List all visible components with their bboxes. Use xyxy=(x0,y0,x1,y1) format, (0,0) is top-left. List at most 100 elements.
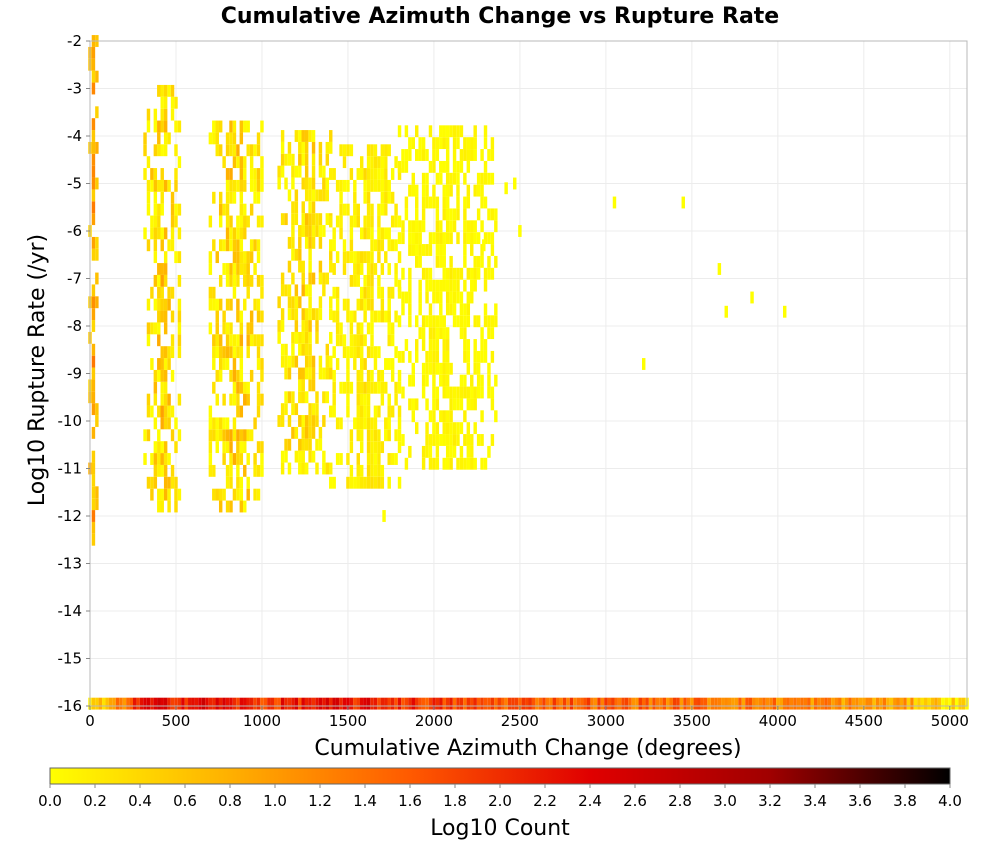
heatmap-cell xyxy=(243,298,247,311)
heatmap-cell xyxy=(373,346,378,359)
heatmap-cell xyxy=(174,215,178,228)
colorbar-tick-label: 1.6 xyxy=(398,792,422,810)
heatmap-cell xyxy=(163,120,168,133)
heatmap-cell xyxy=(246,251,250,264)
heatmap-cell xyxy=(157,429,161,442)
heatmap-cell xyxy=(229,168,233,180)
heatmap-cell xyxy=(301,450,305,463)
heatmap-cell xyxy=(339,417,343,430)
heatmap-cell xyxy=(163,179,168,192)
heatmap-cell xyxy=(456,208,460,221)
heatmap-cell xyxy=(872,697,876,710)
heatmap-cell xyxy=(384,203,388,216)
heatmap-cell xyxy=(246,263,250,275)
heatmap-cell xyxy=(459,445,464,458)
heatmap-cell xyxy=(779,697,784,710)
heatmap-cell xyxy=(291,201,295,214)
heatmap-cell xyxy=(304,367,309,380)
heatmap-cell xyxy=(765,697,770,710)
heatmap-cell xyxy=(153,393,158,406)
heatmap-cell xyxy=(569,697,574,710)
colorbar-tick-label: 2.8 xyxy=(668,792,692,810)
heatmap-cell xyxy=(163,358,168,370)
heatmap-cell xyxy=(215,697,219,710)
heatmap-cell xyxy=(380,191,385,204)
heatmap-cell xyxy=(263,697,268,710)
heatmap-cell xyxy=(239,310,244,323)
heatmap-cell xyxy=(132,697,137,710)
heatmap-cell xyxy=(291,225,295,237)
heatmap-cell xyxy=(222,393,226,406)
heatmap-cell xyxy=(229,191,233,204)
heatmap-cell xyxy=(408,244,412,256)
heatmap-cell xyxy=(335,417,340,430)
heatmap-cell xyxy=(287,697,292,710)
heatmap-cell xyxy=(232,358,237,370)
heatmap-cell xyxy=(387,191,391,204)
heatmap-cell xyxy=(301,426,305,439)
heatmap-cell xyxy=(432,362,436,375)
heatmap-cell xyxy=(339,322,343,335)
heatmap-cell xyxy=(256,405,261,418)
heatmap-cell xyxy=(466,303,471,316)
heatmap-cell xyxy=(304,343,309,356)
heatmap-cell xyxy=(260,168,264,180)
heatmap-cell xyxy=(470,220,474,233)
heatmap-cell xyxy=(772,697,777,710)
heatmap-cell xyxy=(170,203,175,216)
heatmap-cell xyxy=(769,697,773,710)
heatmap-cell xyxy=(366,381,371,394)
heatmap-cell xyxy=(353,203,357,216)
heatmap-cell xyxy=(401,350,405,363)
heatmap-cell xyxy=(442,125,446,138)
heatmap-cell xyxy=(366,441,371,454)
heatmap-cell xyxy=(445,362,450,375)
heatmap-cell xyxy=(425,184,429,197)
heatmap-cell xyxy=(311,201,316,214)
heatmap-cell xyxy=(284,438,288,451)
heatmap-cell xyxy=(170,310,175,323)
heatmap-cell xyxy=(174,417,178,430)
heatmap-cell xyxy=(356,369,360,382)
heatmap-cell xyxy=(225,215,230,228)
heatmap-cell xyxy=(287,284,292,297)
heatmap-cell xyxy=(483,125,488,138)
heatmap-cell xyxy=(315,462,319,475)
heatmap-cell xyxy=(208,322,213,335)
heatmap-cell xyxy=(353,263,357,275)
heatmap-cell xyxy=(445,220,450,233)
heatmap-cell xyxy=(163,132,168,145)
heatmap-cell xyxy=(222,156,226,169)
heatmap-cell xyxy=(432,327,436,340)
heatmap-cell xyxy=(387,334,391,347)
heatmap-cell xyxy=(466,232,471,245)
heatmap-cell xyxy=(329,697,333,710)
heatmap-cell xyxy=(246,215,250,228)
heatmap-cell xyxy=(456,398,460,411)
heatmap-cell xyxy=(318,296,323,309)
heatmap-cell xyxy=(218,144,223,157)
heatmap-cell xyxy=(335,334,340,347)
heatmap-cell xyxy=(425,279,429,292)
heatmap-cell xyxy=(449,220,453,233)
colorbar-tick-label: 0.8 xyxy=(218,792,242,810)
heatmap-cell xyxy=(356,215,360,228)
heatmap-cell xyxy=(404,160,409,173)
heatmap-cell xyxy=(432,386,436,399)
heatmap-cell xyxy=(425,172,429,185)
heatmap-cell xyxy=(394,381,398,394)
y-tick-label: -9 xyxy=(67,365,82,383)
heatmap-cell xyxy=(329,296,333,309)
heatmap-cell xyxy=(167,358,171,370)
heatmap-cell xyxy=(256,144,261,157)
heatmap-cell xyxy=(470,386,474,399)
heatmap-cell xyxy=(470,137,474,150)
heatmap-cell xyxy=(232,381,237,394)
heatmap-cell xyxy=(356,251,360,264)
heatmap-cell xyxy=(445,350,450,363)
heatmap-cell xyxy=(218,417,223,430)
heatmap-cell xyxy=(356,697,360,710)
heatmap-cell xyxy=(353,334,357,347)
heatmap-cell xyxy=(452,315,457,328)
heatmap-cell xyxy=(208,697,213,710)
